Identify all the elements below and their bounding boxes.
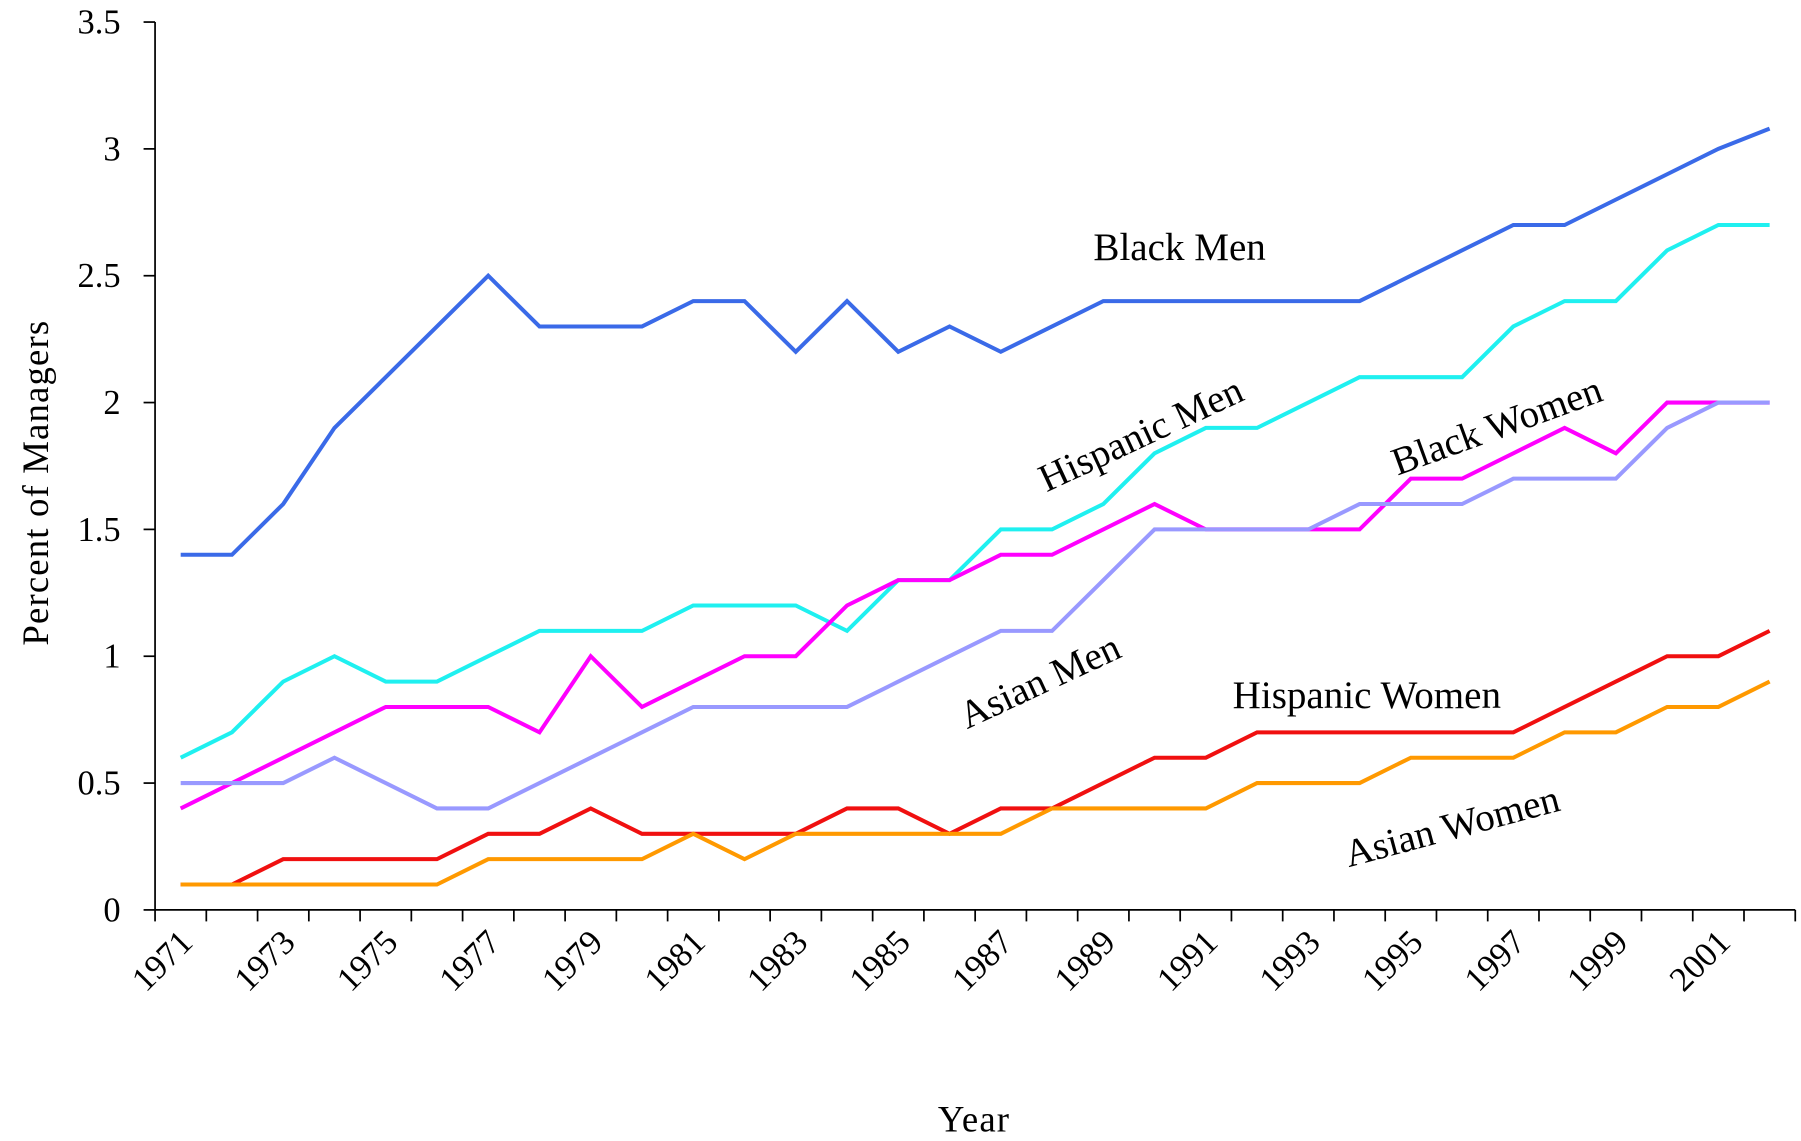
plot-lines (179, 126, 1771, 887)
x-tick-label: 1997 (1457, 923, 1533, 999)
series-line (180, 400, 1770, 811)
y-tick-label: 2.5 (78, 257, 121, 295)
x-tick-label: 2001 (1662, 923, 1738, 999)
x-tick-label: 1983 (740, 923, 816, 999)
x-tick-label: 1989 (1047, 923, 1123, 999)
series-label: Hispanic Men (1032, 369, 1250, 501)
series-label: Hispanic Women (1233, 674, 1501, 717)
series-label: Asian Women (1340, 777, 1564, 876)
x-tick-label: 1993 (1252, 923, 1328, 999)
y-tick-label: 0.5 (78, 765, 121, 803)
series-label: Black Men (1093, 226, 1265, 269)
series-line (179, 222, 1770, 760)
y-axis-title: Percent of Managers (15, 320, 56, 646)
x-tick-label: 1979 (535, 923, 611, 999)
y-tick-label: 3.5 (78, 4, 121, 42)
x-tick-label: 1987 (945, 923, 1021, 999)
series-line (180, 629, 1771, 887)
y-tick-label: 1.5 (78, 511, 121, 549)
x-tick-label: 1999 (1560, 923, 1636, 999)
series-label: Black Women (1386, 368, 1608, 484)
x-tick-label: 1981 (637, 923, 713, 999)
series-line (180, 679, 1771, 887)
x-tick-label: 1971 (125, 923, 201, 999)
series-line (180, 126, 1771, 557)
x-tick-label: 1991 (1150, 923, 1226, 999)
x-tick-label: 1973 (227, 923, 303, 999)
series-line (179, 400, 1770, 811)
y-tick-label: 3 (103, 130, 120, 168)
y-tick-label: 0 (103, 891, 120, 929)
x-tick-label: 1977 (432, 923, 508, 999)
y-tick-label: 2 (103, 384, 120, 422)
x-axis-title: Year (938, 1099, 1010, 1140)
x-tick-label: 1975 (330, 923, 406, 999)
y-tick-label: 1 (103, 638, 120, 676)
x-tick-label: 1985 (842, 923, 918, 999)
x-tick-label: 1995 (1355, 923, 1431, 999)
